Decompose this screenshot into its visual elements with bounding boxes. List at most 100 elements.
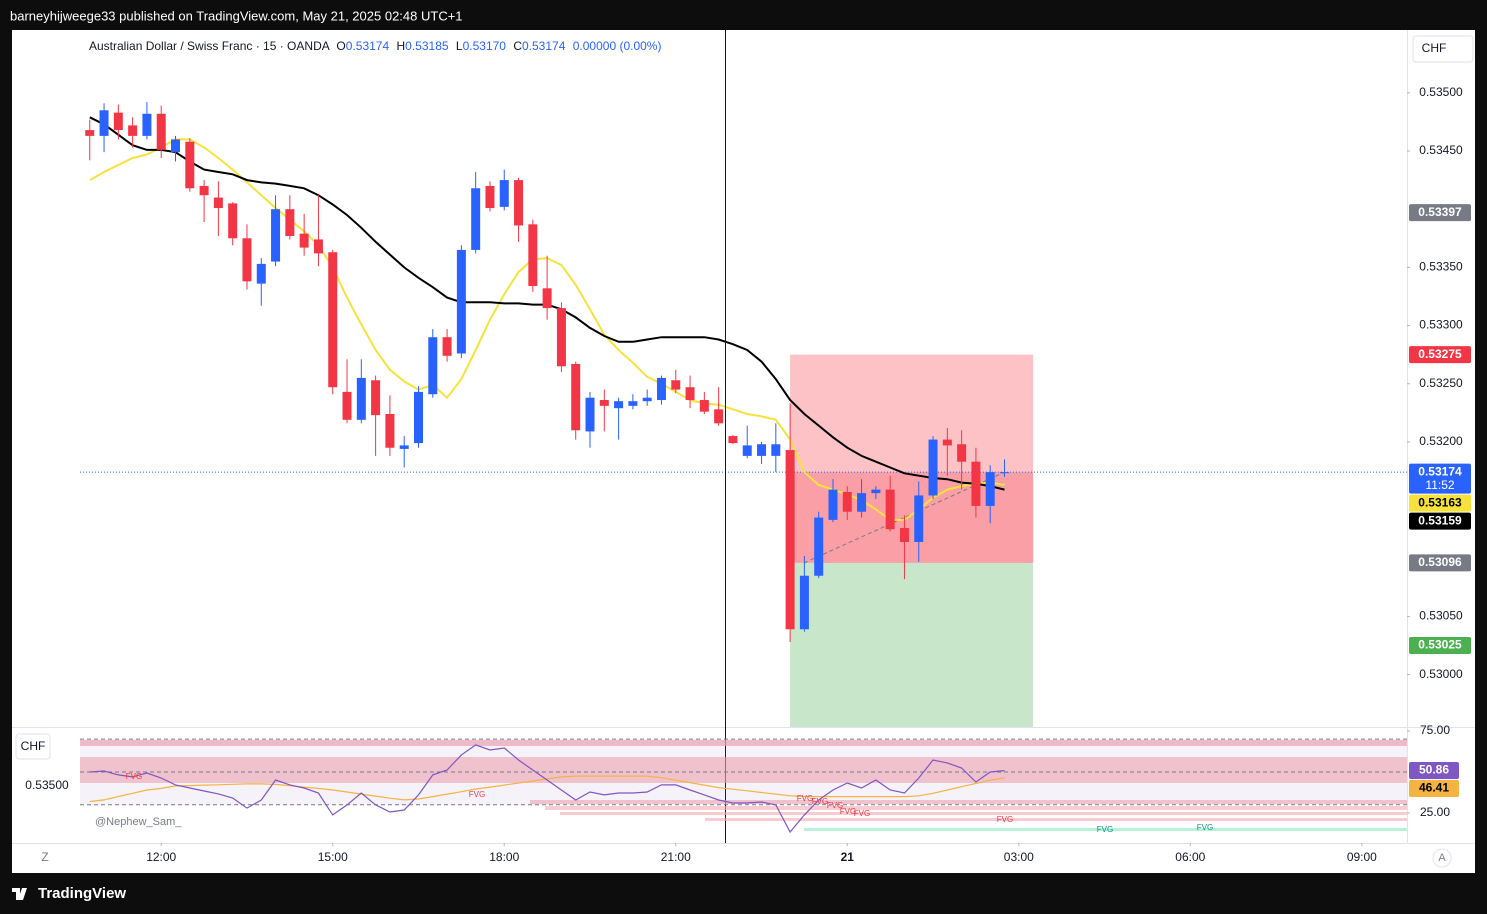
legend-c: 0.53174 — [522, 39, 566, 53]
price-label — [1409, 512, 1471, 530]
candle-body — [99, 110, 109, 136]
price-label — [1409, 204, 1471, 222]
candle-body — [528, 224, 538, 286]
candle-body — [142, 113, 152, 136]
price-label-text: 0.53096 — [1418, 555, 1462, 569]
fvg-label: FVG — [797, 794, 813, 803]
y-tick-label: 0.53000 — [1419, 667, 1463, 681]
candle-body — [785, 450, 795, 630]
price-label — [1409, 346, 1471, 364]
candle-body — [113, 112, 123, 131]
countdown: 11:52 — [1425, 478, 1454, 492]
candle-body — [742, 445, 752, 456]
legend: Australian Dollar / Swiss Franc · 15 · O… — [89, 39, 661, 53]
candle-body — [442, 337, 452, 356]
candle-body — [571, 363, 581, 431]
fvg-label: FVG — [1197, 823, 1213, 832]
y-tick-label: 0.53350 — [1419, 260, 1463, 274]
candle-body — [428, 337, 438, 395]
candle-body — [471, 188, 481, 250]
price-label — [1409, 554, 1471, 572]
candle-body — [757, 444, 767, 456]
candle-body — [485, 185, 495, 209]
rsi-line — [89, 744, 1005, 834]
rsi-ma — [89, 775, 1005, 803]
candle-body — [128, 125, 138, 136]
y-tick-label: 0.53300 — [1419, 318, 1463, 332]
candle-body — [899, 528, 909, 542]
fvg-label: FVG — [1097, 825, 1113, 834]
logo-icon — [12, 888, 27, 900]
price-label — [1409, 494, 1471, 512]
x-tick-label: 18:00 — [489, 850, 519, 864]
position-profit — [790, 562, 1034, 727]
legend-o: 0.53174 — [346, 39, 390, 53]
candle-body — [371, 380, 381, 416]
fvg-zone — [560, 812, 1407, 815]
fvg-label: FVG — [840, 807, 856, 816]
currency-button[interactable] — [1412, 35, 1474, 63]
x-tick-label: 12:00 — [146, 850, 176, 864]
position-path — [803, 471, 1005, 564]
y-tick-label: 0.53250 — [1419, 376, 1463, 390]
candle-body — [228, 203, 238, 239]
candle-body — [971, 461, 981, 506]
candle-body — [171, 139, 181, 153]
x-tick-label: 03:00 — [1004, 850, 1034, 864]
candle-body — [514, 180, 524, 226]
candle-body — [885, 489, 895, 530]
candle-body — [85, 130, 95, 136]
symbol: Australian Dollar / Swiss Franc · 15 · O… — [89, 39, 330, 53]
rsi-value-label — [1409, 762, 1459, 780]
candle-body — [313, 239, 323, 254]
candle-body — [656, 377, 666, 401]
candle-body — [699, 400, 709, 412]
price-label-text: 0.53163 — [1418, 495, 1462, 509]
y-tick-label: 0.53200 — [1419, 434, 1463, 448]
rsi-currency: CHF — [21, 739, 46, 753]
candle-body — [456, 249, 466, 354]
fvg-zone — [804, 828, 1407, 831]
legend-l: 0.53170 — [463, 39, 507, 53]
price-label — [1409, 637, 1471, 655]
fvg-label: FVG — [854, 809, 870, 818]
candle-body — [299, 233, 309, 248]
legend-l-label: L — [456, 39, 463, 53]
price-label — [1409, 463, 1471, 494]
zoom-button[interactable]: Z — [41, 850, 48, 864]
candle-body — [156, 113, 166, 150]
rsi-currency-button[interactable] — [15, 733, 51, 760]
fvg-label: FVG — [126, 772, 142, 781]
candle-body — [714, 409, 724, 424]
candle-body — [328, 252, 338, 388]
brand: TradingView — [38, 885, 126, 902]
legend-c-label: C — [513, 39, 522, 53]
candle-body — [985, 472, 995, 506]
legend-h-label: H — [397, 39, 406, 53]
candle-body — [556, 308, 566, 367]
candle-body — [399, 445, 409, 449]
rsi-value-text: 50.86 — [1419, 763, 1449, 777]
candle-body — [728, 436, 738, 444]
fvg-label: FVG — [469, 790, 485, 799]
candle-body — [185, 141, 195, 189]
candle-body — [914, 495, 924, 542]
candle-body — [799, 575, 809, 630]
price-label-text: 0.53025 — [1418, 638, 1462, 652]
auto-button[interactable]: A — [1438, 852, 1446, 864]
candle-body — [871, 489, 881, 494]
candle-body — [685, 387, 695, 401]
candle-body — [828, 489, 838, 520]
price-label-text: 0.53174 — [1418, 464, 1462, 478]
candle-body — [342, 391, 352, 420]
candle-body — [628, 401, 638, 406]
fvg-label: FVG — [827, 801, 843, 810]
fvg-zone — [530, 800, 1407, 804]
candle-body — [356, 377, 366, 420]
rsi-value-label — [1409, 780, 1459, 798]
legend-h: 0.53185 — [405, 39, 449, 53]
currency: CHF — [1422, 41, 1447, 55]
rsi-scale-label: 0.53500 — [25, 778, 69, 792]
